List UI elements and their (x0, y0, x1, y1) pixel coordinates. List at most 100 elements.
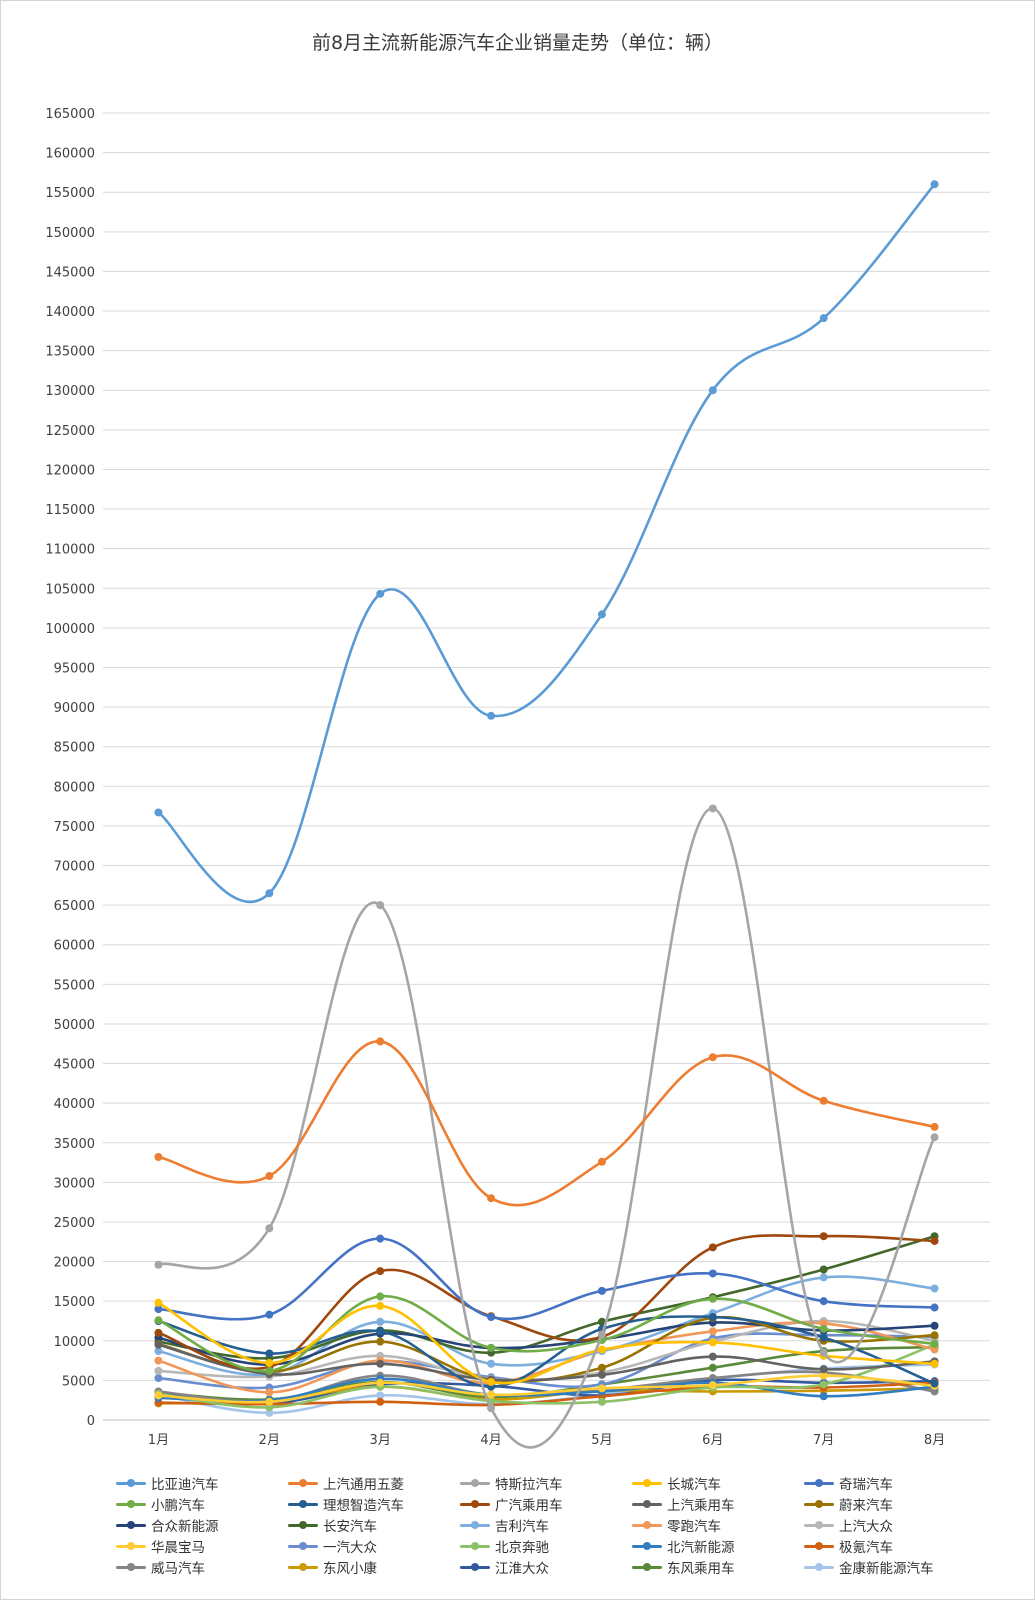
legend-item: 理想智造汽车 (288, 1495, 460, 1514)
legend-label: 金康新能源汽车 (839, 1560, 934, 1577)
legend-label: 理想智造汽车 (323, 1497, 404, 1514)
data-point (930, 1321, 939, 1330)
x-tick-label: 6月 (702, 1433, 723, 1448)
data-point (154, 1391, 163, 1400)
data-point (265, 1397, 274, 1406)
data-point (597, 1286, 606, 1295)
series-3 (154, 804, 939, 1449)
legend-item: 零跑汽车 (632, 1516, 804, 1535)
legend-swatch (116, 1539, 146, 1553)
y-tick-label: 70000 (54, 860, 95, 875)
legend-label: 长城汽车 (667, 1476, 721, 1493)
legend-item: 北京奔驰 (460, 1537, 632, 1556)
y-tick-label: 10000 (54, 1335, 95, 1350)
legend-label: 零跑汽车 (667, 1518, 721, 1535)
data-point (819, 1380, 828, 1389)
data-point (708, 1294, 717, 1303)
y-tick-label: 35000 (54, 1137, 95, 1152)
data-point (265, 1224, 274, 1233)
series-6 (154, 1292, 939, 1375)
y-tick-label: 165000 (45, 107, 95, 122)
data-point (819, 1333, 828, 1342)
legend-swatch (460, 1539, 490, 1553)
y-tick-label: 0 (87, 1414, 95, 1429)
x-tick-label: 5月 (591, 1433, 612, 1448)
data-point (708, 1363, 717, 1372)
legend-swatch (116, 1560, 146, 1574)
data-point (708, 1338, 717, 1347)
data-point (819, 1232, 828, 1241)
legend-label: 奇瑞汽车 (839, 1476, 893, 1493)
y-tick-label: 55000 (54, 978, 95, 993)
legend-swatch (460, 1518, 490, 1532)
data-point (708, 1243, 717, 1252)
legend-swatch (632, 1476, 662, 1490)
legend-label: 蔚来汽车 (839, 1497, 893, 1514)
data-point (930, 180, 939, 189)
legend-swatch (632, 1560, 662, 1574)
y-tick-label: 160000 (45, 147, 95, 162)
data-point (819, 314, 828, 323)
data-point (376, 589, 385, 598)
y-tick-label: 20000 (54, 1256, 95, 1271)
data-point (930, 1339, 939, 1348)
data-point (708, 1053, 717, 1062)
data-point (376, 1317, 385, 1326)
series-line (157, 1234, 936, 1370)
legend-item: 比亚迪汽车 (116, 1474, 288, 1493)
y-tick-label: 120000 (45, 463, 95, 478)
data-point (487, 1194, 496, 1203)
series-line (157, 1040, 936, 1207)
data-point (376, 1267, 385, 1276)
data-point (819, 1392, 828, 1401)
y-tick-label: 140000 (45, 305, 95, 320)
data-point (930, 1303, 939, 1312)
series-line (157, 1237, 936, 1321)
data-point (376, 1378, 385, 1387)
data-point (819, 1297, 828, 1306)
data-point (708, 804, 717, 813)
data-point (154, 1260, 163, 1269)
data-point (376, 1234, 385, 1243)
series-line (157, 1315, 936, 1389)
y-tick-label: 80000 (54, 780, 95, 795)
y-tick-label: 45000 (54, 1058, 95, 1073)
chart-legend: 比亚迪汽车 上汽通用五菱 特斯拉汽车 长城汽车 奇瑞汽车 小鹏汽车 理想智造汽车 广汽乘用车上… (116, 1474, 996, 1577)
data-point (487, 1390, 496, 1399)
legend-swatch (632, 1497, 662, 1511)
legend-swatch (288, 1497, 318, 1511)
data-point (930, 1284, 939, 1293)
data-point (265, 1366, 274, 1375)
series-line (157, 1321, 936, 1366)
legend-label: 小鹏汽车 (151, 1497, 205, 1514)
data-point (154, 1366, 163, 1375)
legend-label: 吉利汽车 (495, 1518, 549, 1535)
data-point (597, 1370, 606, 1379)
legend-label: 比亚迪汽车 (151, 1476, 219, 1493)
data-point (265, 1358, 274, 1367)
data-point (154, 1340, 163, 1349)
legend-label: 东风乘用车 (667, 1560, 735, 1577)
data-point (154, 1356, 163, 1365)
data-point (819, 1265, 828, 1274)
legend-item: 广汽乘用车 (460, 1495, 632, 1514)
x-tick-label: 7月 (813, 1433, 834, 1448)
y-tick-label: 100000 (45, 622, 95, 637)
series-line (157, 1377, 936, 1403)
data-point (376, 1337, 385, 1346)
data-point (708, 1313, 717, 1322)
y-tick-label: 50000 (54, 1018, 95, 1033)
series-line (157, 1343, 936, 1382)
y-tick-label: 155000 (45, 186, 95, 201)
y-tick-label: 90000 (54, 701, 95, 716)
data-point (265, 1388, 274, 1397)
legend-item: 上汽通用五菱 (288, 1474, 460, 1493)
y-tick-label: 40000 (54, 1097, 95, 1112)
data-point (597, 1384, 606, 1393)
data-point (819, 1273, 828, 1282)
legend-item: 奇瑞汽车 (804, 1474, 976, 1493)
data-point (597, 1157, 606, 1166)
y-tick-label: 95000 (54, 661, 95, 676)
legend-swatch (288, 1518, 318, 1532)
data-point (154, 1374, 163, 1383)
